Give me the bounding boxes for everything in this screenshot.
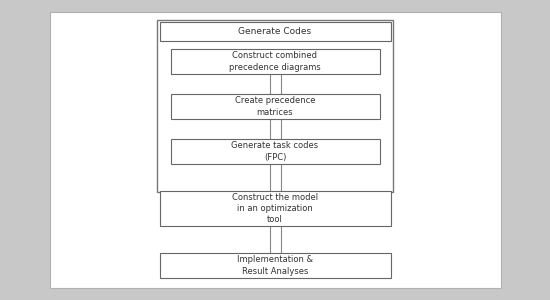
Text: Construct the model
in an optimization
tool: Construct the model in an optimization t… (232, 193, 318, 224)
Text: Create precedence
matrices: Create precedence matrices (235, 96, 315, 116)
Bar (160, 191, 390, 226)
Text: Generate task codes
(FPC): Generate task codes (FPC) (232, 141, 318, 161)
Bar (170, 94, 380, 119)
Text: Generate Codes: Generate Codes (239, 27, 311, 36)
Bar (157, 20, 393, 192)
Bar (160, 253, 390, 278)
Bar (50, 12, 501, 288)
Text: Construct combined
precedence diagrams: Construct combined precedence diagrams (229, 51, 321, 71)
Bar (170, 139, 380, 164)
Bar (160, 22, 390, 41)
Bar (170, 49, 380, 74)
Text: Implementation &
Result Analyses: Implementation & Result Analyses (237, 256, 313, 275)
